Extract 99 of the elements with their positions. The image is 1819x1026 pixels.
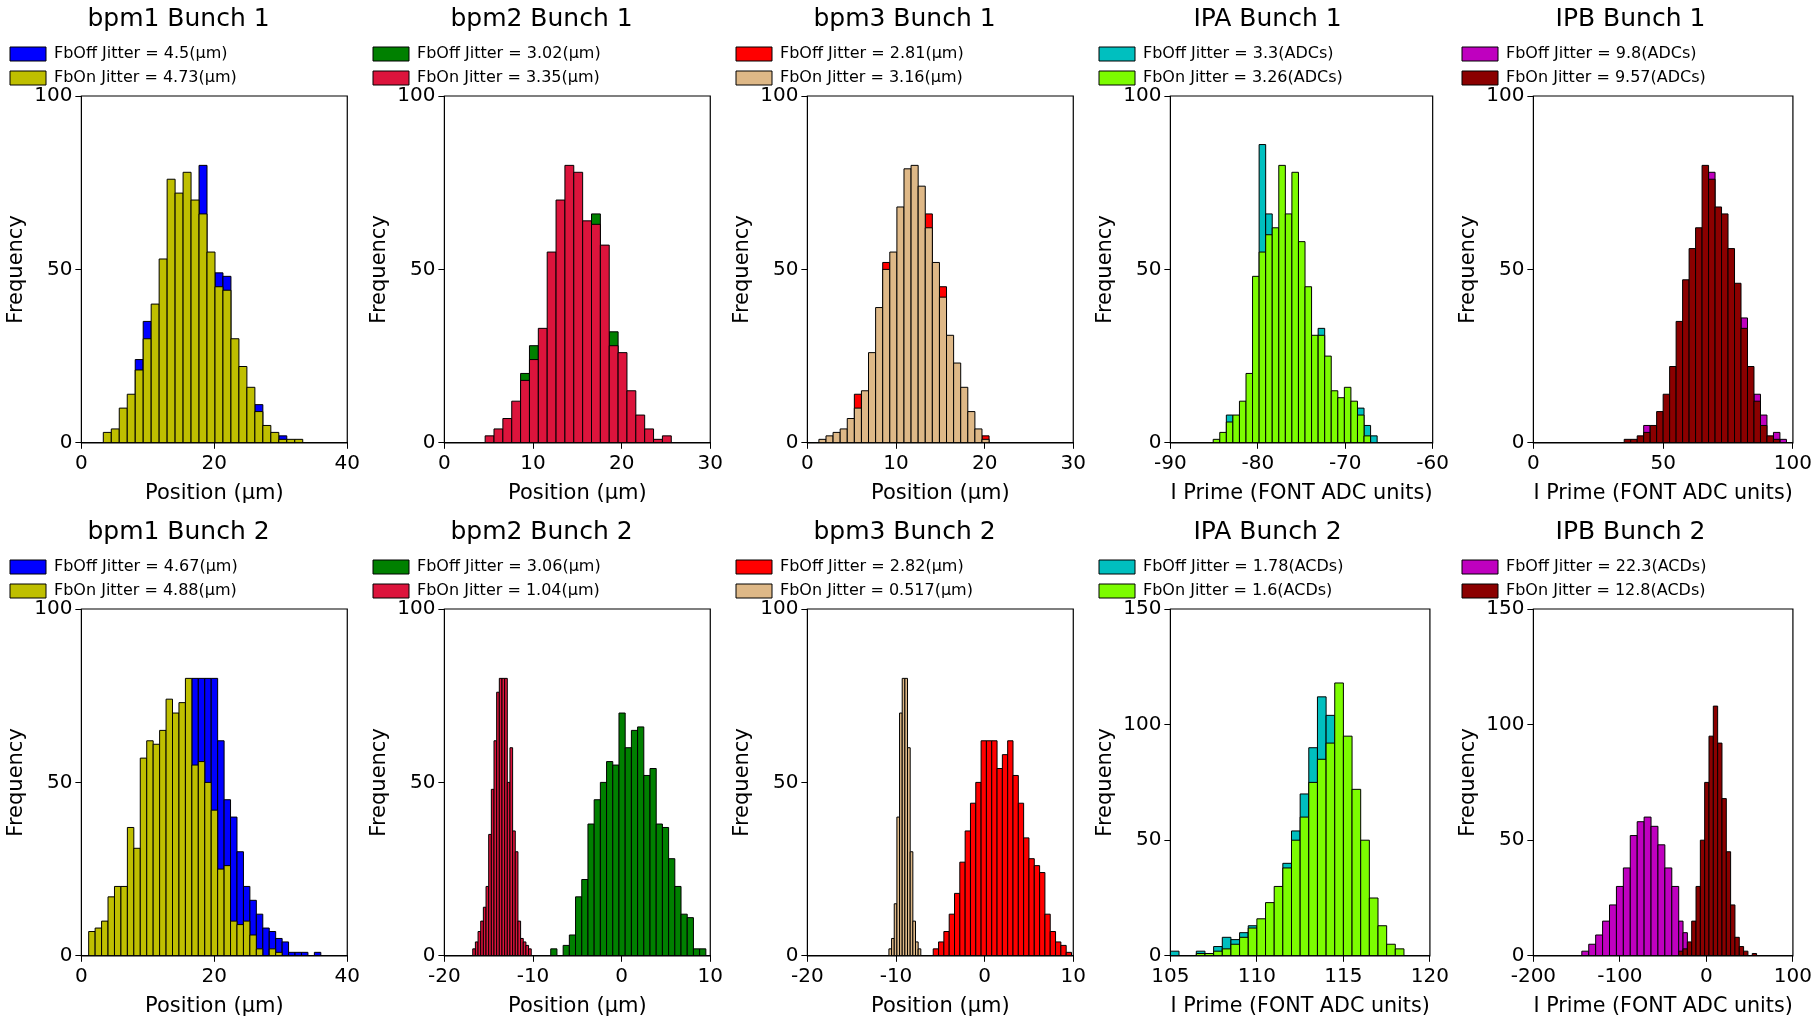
chart-title: IPA Bunch 2 xyxy=(1193,515,1342,545)
chart-title: bpm1 Bunch 2 xyxy=(87,515,270,545)
y-tick-label: 0 xyxy=(785,429,799,453)
legend-label: FbOff Jitter = 2.81(μm) xyxy=(780,43,964,63)
legend-label: FbOff Jitter = 1.78(ACDs) xyxy=(1143,556,1344,576)
y-tick-label: 0 xyxy=(422,942,436,966)
y-tick-label: 0 xyxy=(59,429,73,453)
y-tick-label: 0 xyxy=(422,429,436,453)
x-tick-label: 0 xyxy=(801,450,814,474)
legend-label: FbOff Jitter = 22.3(ACDs) xyxy=(1506,556,1707,576)
x-tick-label: 120 xyxy=(1410,963,1450,987)
y-tick-label: 0 xyxy=(59,942,73,966)
chart-title: bpm2 Bunch 1 xyxy=(450,2,633,32)
chart-title: bpm3 Bunch 2 xyxy=(813,515,996,545)
x-tick-label: 0 xyxy=(978,963,992,987)
x-tick-label: 0 xyxy=(615,963,629,987)
y-axis-title: Frequency xyxy=(3,215,28,324)
x-axis-title: Position (μm) xyxy=(871,479,1010,504)
x-axis-title: Position (μm) xyxy=(508,479,647,504)
y-axis-title: Frequency xyxy=(729,728,754,837)
legend-label: FbOff Jitter = 2.82(μm) xyxy=(780,556,964,576)
x-tick-label: -20 xyxy=(791,963,824,987)
x-tick-label: 10 xyxy=(883,450,909,474)
x-tick-label: -20 xyxy=(428,963,461,987)
y-tick-label: 50 xyxy=(772,768,799,793)
x-tick-label: -90 xyxy=(1154,450,1187,474)
x-tick-label: 115 xyxy=(1324,963,1363,987)
x-tick-label: 30 xyxy=(697,450,723,474)
x-tick-label: 105 xyxy=(1151,963,1190,987)
y-axis-title: Frequency xyxy=(1455,728,1480,837)
legend-label: FbOff Jitter = 3.3(ADCs) xyxy=(1143,43,1334,63)
x-axis-title: Position (μm) xyxy=(145,479,284,504)
x-tick-label: 20 xyxy=(608,450,635,474)
y-tick-label: 100 xyxy=(1486,710,1525,735)
x-axis-title: Position (μm) xyxy=(145,992,284,1017)
y-tick-label: 50 xyxy=(46,768,73,793)
x-axis-title: I Prime (FONT ADC units) xyxy=(1533,479,1793,504)
y-axis-title: Frequency xyxy=(366,728,391,837)
x-tick-label: 0 xyxy=(1527,450,1540,474)
y-tick-label: 0 xyxy=(1511,942,1525,966)
x-tick-label: -70 xyxy=(1328,450,1362,474)
legend-label: FbOff Jitter = 4.5(μm) xyxy=(54,43,228,63)
x-tick-label: 0 xyxy=(438,450,451,474)
x-tick-label: 20 xyxy=(201,963,228,987)
y-tick-label: 0 xyxy=(1148,429,1162,453)
legend-label: FbOff Jitter = 9.8(ADCs) xyxy=(1506,43,1697,63)
y-tick-label: 50 xyxy=(409,255,436,280)
y-axis-title: Frequency xyxy=(3,728,28,837)
chart-title: IPB Bunch 1 xyxy=(1555,2,1706,32)
x-tick-label: 50 xyxy=(1650,450,1676,474)
x-tick-label: -60 xyxy=(1416,450,1449,474)
chart-title: IPA Bunch 1 xyxy=(1193,2,1342,32)
y-tick-label: 0 xyxy=(1148,942,1162,966)
y-axis-title: Frequency xyxy=(1455,215,1480,324)
legend-label: FbOff Jitter = 4.67(μm) xyxy=(54,556,238,576)
x-tick-label: 10 xyxy=(520,450,546,474)
legend-label: FbOff Jitter = 3.06(μm) xyxy=(417,556,601,576)
y-tick-label: 100 xyxy=(1123,710,1162,735)
x-axis-title: I Prime (FONT ADC units) xyxy=(1170,992,1430,1017)
x-tick-label: -100 xyxy=(1597,963,1643,987)
x-tick-label: 0 xyxy=(1700,963,1713,987)
x-tick-label: -10 xyxy=(516,963,550,987)
legend-label: FbOff Jitter = 3.02(μm) xyxy=(417,43,601,63)
y-tick-label: 50 xyxy=(1498,255,1525,280)
x-tick-label: 40 xyxy=(334,450,360,474)
chart-title: IPB Bunch 2 xyxy=(1555,515,1706,545)
x-tick-label: -200 xyxy=(1510,963,1557,987)
y-tick-label: 0 xyxy=(785,942,799,966)
chart-title: bpm2 Bunch 2 xyxy=(450,515,633,545)
x-tick-label: 20 xyxy=(971,450,998,474)
y-axis-title: Frequency xyxy=(366,215,391,324)
y-axis-title: Frequency xyxy=(1092,215,1117,324)
x-axis-title: I Prime (FONT ADC units) xyxy=(1170,479,1433,504)
x-tick-label: 100 xyxy=(1773,450,1813,474)
x-tick-label: 0 xyxy=(75,450,88,474)
x-tick-label: 10 xyxy=(697,963,723,987)
x-tick-label: 10 xyxy=(1060,963,1086,987)
x-tick-label: 110 xyxy=(1237,963,1276,987)
x-axis-title: I Prime (FONT ADC units) xyxy=(1533,992,1793,1017)
x-axis-title: Position (μm) xyxy=(871,992,1010,1017)
y-axis-title: Frequency xyxy=(729,215,754,324)
y-tick-label: 50 xyxy=(46,255,73,280)
x-tick-label: 100 xyxy=(1773,963,1813,987)
y-tick-label: 0 xyxy=(1511,429,1525,453)
x-tick-label: 0 xyxy=(75,963,88,987)
y-axis-title: Frequency xyxy=(1092,728,1117,837)
y-tick-label: 50 xyxy=(1135,255,1162,280)
chart-title: bpm3 Bunch 1 xyxy=(813,2,996,32)
chart-title: bpm1 Bunch 1 xyxy=(87,2,270,32)
x-tick-label: 30 xyxy=(1060,450,1086,474)
y-tick-label: 50 xyxy=(1135,826,1162,851)
y-tick-label: 50 xyxy=(772,255,799,280)
x-tick-label: 20 xyxy=(201,450,228,474)
x-axis-title: Position (μm) xyxy=(508,992,647,1017)
x-tick-label: -10 xyxy=(879,963,913,987)
y-tick-label: 50 xyxy=(1498,826,1525,851)
y-tick-label: 50 xyxy=(409,768,436,793)
x-tick-label: 40 xyxy=(334,963,360,987)
x-tick-label: -80 xyxy=(1241,450,1275,474)
